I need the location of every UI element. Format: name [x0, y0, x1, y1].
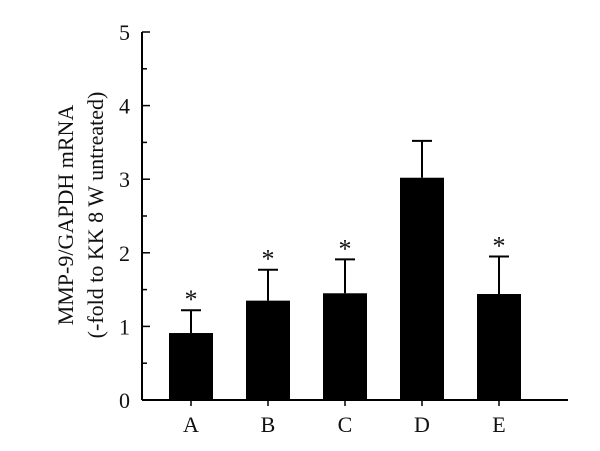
significance-marker-B: * — [262, 245, 275, 274]
y-tick-label: 2 — [119, 241, 130, 266]
y-tick-label: 1 — [119, 314, 130, 339]
y-tick-label: 4 — [119, 94, 130, 119]
x-category-label: E — [492, 412, 505, 437]
bar-B — [246, 300, 290, 400]
y-tick-label: 5 — [119, 20, 130, 45]
x-category-label: D — [414, 412, 430, 437]
x-category-label: C — [338, 412, 353, 437]
x-labels: A B C D E — [183, 412, 506, 437]
bar-C — [323, 293, 367, 400]
significance-marker-E: * — [493, 231, 506, 260]
bars: * * * * — [169, 139, 521, 400]
y-ticks: 0 1 2 3 4 5 — [119, 20, 150, 413]
y-axis-title-line2: (-fold to KK 8 W untreated) — [83, 92, 108, 339]
significance-marker-A: * — [185, 285, 198, 314]
x-category-label: A — [183, 412, 199, 437]
significance-marker-C: * — [339, 234, 352, 263]
y-axis-title-line1: MMP-9/GAPDH mRNA — [53, 105, 78, 326]
y-tick-label: 3 — [119, 167, 130, 192]
bar-A — [169, 333, 213, 400]
y-tick-label: 0 — [119, 388, 130, 413]
bar-E — [477, 294, 521, 400]
x-category-label: B — [261, 412, 276, 437]
bar-D — [400, 177, 444, 400]
